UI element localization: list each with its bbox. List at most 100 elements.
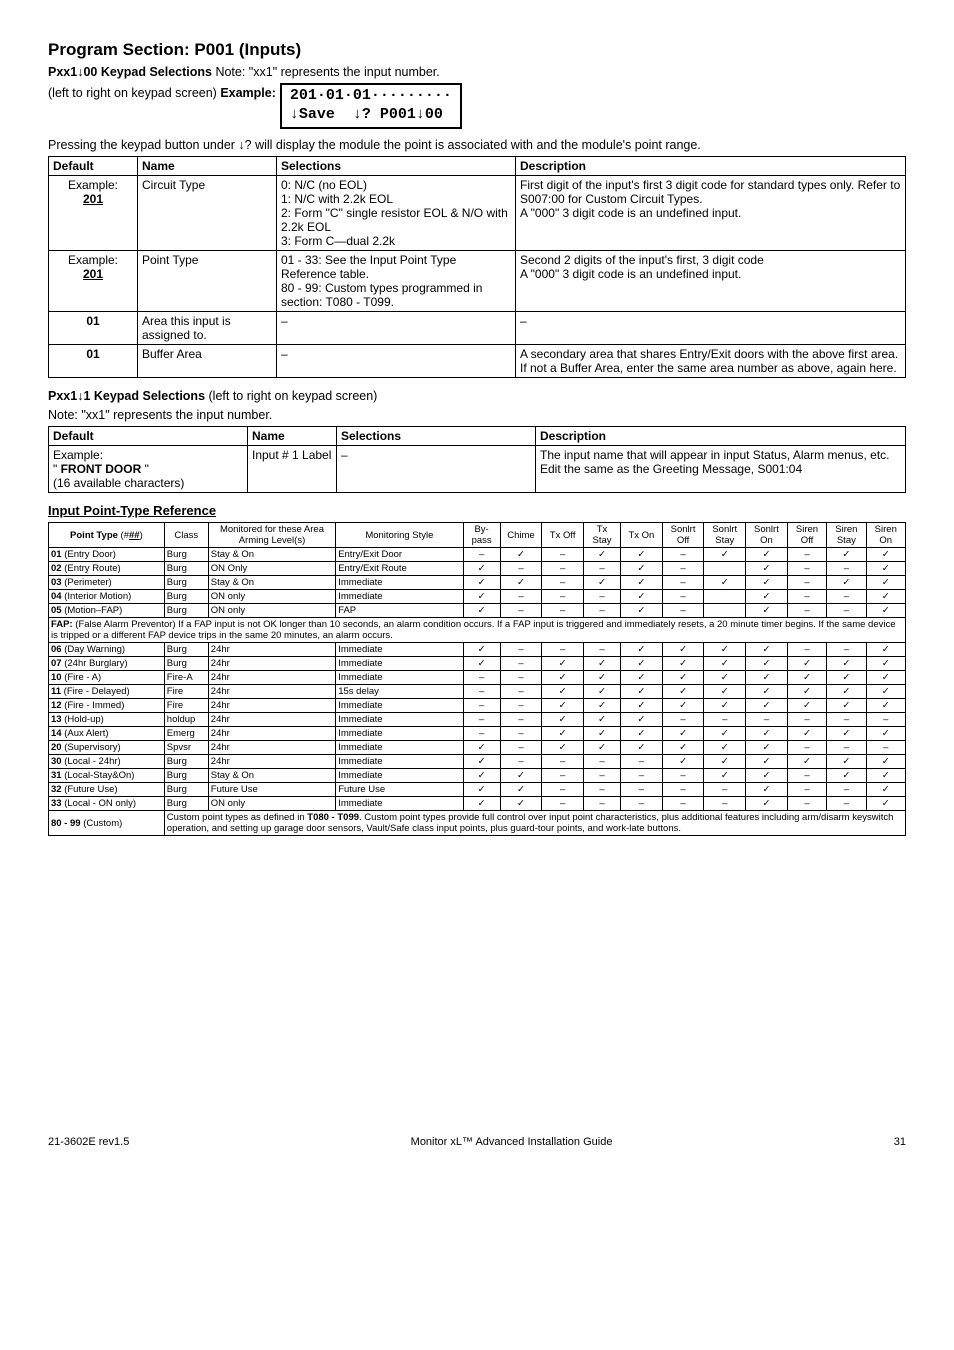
t2-h1: Name [248, 427, 337, 446]
pt-cell: ✓ [463, 755, 500, 769]
pt-cell: ✓ [621, 657, 663, 671]
box-line1: 201·01·01········· [290, 87, 452, 104]
t1-h2: Selections [277, 157, 516, 176]
pt-cell: – [463, 548, 500, 562]
pt-cell: ✓ [704, 657, 746, 671]
pt-cell: ✓ [662, 741, 704, 755]
pt-cell: ✓ [827, 699, 866, 713]
pt-cell: Burg [164, 562, 208, 576]
table-row: 20 (Supervisory)Spvsr24hrImmediate✓–✓✓✓✓… [49, 741, 906, 755]
table-row: 80 - 99 (Custom)Custom point types as de… [49, 811, 906, 836]
pt-cell: ON only [208, 797, 335, 811]
t1r0c1: Circuit Type [138, 176, 277, 251]
pt-cell: Immediate [336, 657, 463, 671]
pt-cell: – [866, 713, 905, 727]
pt-cell: ✓ [621, 590, 663, 604]
subtitle-2-bold: Pxx1↓1 Keypad Selections [48, 389, 205, 403]
pt-cell: ✓ [827, 548, 866, 562]
pt-cell: 33 (Local - ON only) [49, 797, 165, 811]
t2r0c0: Example: " FRONT DOOR " (16 available ch… [49, 446, 248, 493]
pt-cell: Future Use [336, 783, 463, 797]
pt-cell: ✓ [463, 562, 500, 576]
pt-cell: Stay & On [208, 548, 335, 562]
pt-h6: Tx Off [542, 523, 584, 548]
table-row: 10 (Fire - A)Fire-A24hrImmediate––✓✓✓✓✓✓… [49, 671, 906, 685]
pt-cell: – [542, 576, 584, 590]
pt-cell: – [542, 783, 584, 797]
pt-cell: 05 (Motion–FAP) [49, 604, 165, 618]
pt-cell: ✓ [584, 671, 621, 685]
pt-h2: Monitored for these Area Arming Level(s) [208, 523, 335, 548]
table-row: 05 (Motion–FAP)BurgON onlyFAP✓–––✓–✓––✓ [49, 604, 906, 618]
pt-cell: ✓ [866, 727, 905, 741]
pt-cell: 07 (24hr Burglary) [49, 657, 165, 671]
pt-cell: ✓ [787, 671, 826, 685]
pt-cell: – [827, 604, 866, 618]
pt-cell: ON Only [208, 562, 335, 576]
pt-cell: Immediate [336, 755, 463, 769]
pt-cell: ✓ [746, 769, 788, 783]
pt-cell: – [787, 741, 826, 755]
pt-cell: Burg [164, 590, 208, 604]
pt-cell: – [500, 590, 542, 604]
pt-cell: ✓ [866, 769, 905, 783]
pt-cell: – [787, 604, 826, 618]
pt-cell: 03 (Perimeter) [49, 576, 165, 590]
t1r0c0-pre: Example: [68, 178, 118, 192]
pt-cell: Fire [164, 699, 208, 713]
t1r1c2: 01 - 33: See the Input Point Type Refere… [277, 251, 516, 312]
pressing-note: Pressing the keypad button under ↓? will… [48, 137, 906, 154]
pt-cell: – [662, 713, 704, 727]
pt-header-row: Point Type (###) Class Monitored for the… [49, 523, 906, 548]
pt-cell: – [500, 713, 542, 727]
t2r0c2: – [337, 446, 536, 493]
t2-h0: Default [49, 427, 248, 446]
pt-cell: Stay & On [208, 769, 335, 783]
pt-cell: ✓ [662, 643, 704, 657]
table-row: 31 (Local-Stay&On)BurgStay & OnImmediate… [49, 769, 906, 783]
pt-cell: Immediate [336, 727, 463, 741]
box-line2: ↓Save ↓? P001↓00 [290, 106, 443, 123]
page-title: Program Section: P001 (Inputs) [48, 40, 906, 60]
pt-cell: 24hr [208, 741, 335, 755]
pt-cell: – [787, 643, 826, 657]
pt-h4: By-pass [463, 523, 500, 548]
pt-cell: ✓ [542, 741, 584, 755]
example-box: 201·01·01········· ↓Save ↓? P001↓00 [280, 83, 462, 130]
pt-cell: ✓ [542, 671, 584, 685]
pt-cell: ✓ [866, 576, 905, 590]
pt-cell: ✓ [621, 713, 663, 727]
pt-cell: 24hr [208, 713, 335, 727]
pt-cell: 13 (Hold-up) [49, 713, 165, 727]
pt-cell: ✓ [746, 797, 788, 811]
pt-cell: 30 (Local - 24hr) [49, 755, 165, 769]
pt-cell: – [584, 797, 621, 811]
table-row: 02 (Entry Route)BurgON OnlyEntry/Exit Ro… [49, 562, 906, 576]
example-row: (left to right on keypad screen) Example… [48, 83, 906, 130]
pt-cell: Immediate [336, 576, 463, 590]
pt-cell: – [542, 797, 584, 811]
pt-cell: ✓ [542, 713, 584, 727]
pt-cell: ✓ [746, 604, 788, 618]
pt-cell: Stay & On [208, 576, 335, 590]
pt-cell: ✓ [704, 685, 746, 699]
pt-cell: – [827, 797, 866, 811]
pt-cell: ✓ [746, 643, 788, 657]
table-row: 01 (Entry Door)BurgStay & OnEntry/Exit D… [49, 548, 906, 562]
pt-cell: 20 (Supervisory) [49, 741, 165, 755]
pt-cell: ✓ [827, 755, 866, 769]
pt-cell: 80 - 99 (Custom) [49, 811, 165, 836]
t2r0c3: The input name that will appear in input… [536, 446, 906, 493]
pt-h9: Sonlrt Off [662, 523, 704, 548]
pt-cell: ✓ [827, 727, 866, 741]
pt-h0: Point Type (###) [49, 523, 165, 548]
pt-cell: – [787, 769, 826, 783]
table-row: 07 (24hr Burglary)Burg24hrImmediate✓–✓✓✓… [49, 657, 906, 671]
t2-h2: Selections [337, 427, 536, 446]
pt-cell: – [463, 713, 500, 727]
pt-cell: ✓ [621, 604, 663, 618]
table-row: 14 (Aux Alert)Emerg24hrImmediate––✓✓✓✓✓✓… [49, 727, 906, 741]
pt-cell: – [500, 562, 542, 576]
t1r2c1: Area this input is assigned to. [138, 312, 277, 345]
pt-cell: ✓ [827, 685, 866, 699]
